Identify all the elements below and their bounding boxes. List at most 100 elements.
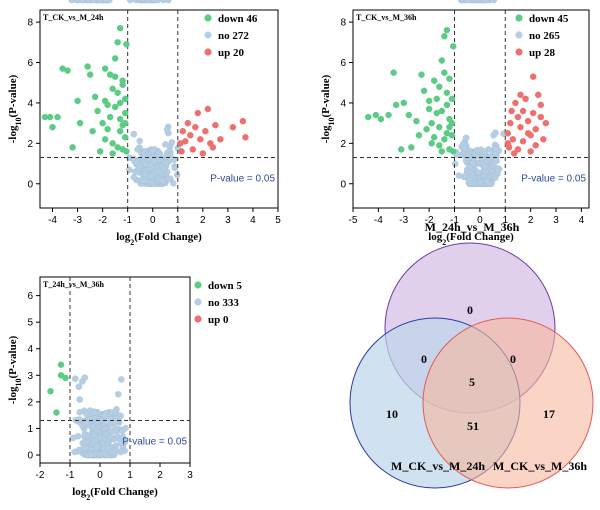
down-point: [430, 77, 438, 84]
no-point: [168, 139, 176, 146]
down-point: [438, 57, 446, 64]
legend-marker-up: [204, 48, 212, 56]
down-point: [441, 69, 448, 76]
up-point: [510, 150, 518, 157]
no-point: [76, 416, 83, 423]
y-axis-label: -log10(P-value): [7, 335, 23, 404]
no-point: [159, 177, 167, 185]
up-point: [189, 146, 197, 153]
up-point: [509, 136, 517, 143]
x-tick-label: -4: [48, 215, 57, 226]
down-point: [116, 99, 124, 107]
no-point: [76, 409, 84, 416]
x-tick-label: -3: [399, 215, 408, 226]
y-tick-label: 4: [27, 98, 33, 109]
no-point: [75, 383, 83, 391]
up-point: [529, 109, 537, 117]
no-point: [93, 427, 101, 434]
x-tick-label: -2: [425, 215, 434, 226]
down-point: [96, 148, 104, 155]
down-point: [436, 123, 443, 131]
up-point: [504, 129, 512, 137]
down-point: [441, 33, 448, 40]
y-tick-label: 6: [340, 58, 346, 69]
y-tick-label: 0: [27, 451, 33, 462]
down-point: [106, 71, 114, 78]
plot-frame: [39, 9, 279, 209]
down-point: [420, 87, 428, 95]
no-point: [476, 179, 484, 187]
no-point: [106, 0, 113, 4]
down-point: [116, 115, 124, 123]
no-point: [101, 413, 109, 420]
no-point: [481, 162, 489, 170]
down-point: [397, 146, 405, 153]
y-tick-label: 0: [27, 179, 33, 190]
down-point: [443, 26, 451, 34]
no-point: [72, 375, 79, 382]
x-tick-label: 0: [97, 470, 103, 481]
venn-count-bc: 51: [467, 419, 479, 433]
legend-label-no: no 272: [218, 30, 249, 42]
x-axis-label: log2(Fold Change): [72, 486, 158, 502]
no-point: [76, 396, 83, 403]
venn-count-c-only: 17: [543, 407, 555, 421]
y-tick-label: 4: [27, 344, 33, 355]
x-tick-label: -1: [123, 215, 132, 226]
no-point: [76, 446, 83, 454]
up-point: [187, 132, 194, 139]
down-point: [413, 117, 420, 125]
no-point: [490, 0, 498, 4]
down-point: [121, 119, 129, 127]
down-point: [364, 113, 372, 121]
down-point: [84, 63, 91, 70]
down-point: [49, 123, 56, 131]
no-point: [494, 165, 501, 173]
up-point: [508, 107, 515, 115]
up-point: [212, 121, 219, 129]
no-point: [134, 146, 141, 153]
down-point: [123, 148, 130, 155]
y-tick-label: 4: [340, 98, 346, 109]
y-tick-label: 2: [27, 397, 33, 408]
down-point: [89, 127, 96, 135]
legend-label-no: no 265: [529, 30, 560, 42]
no-point: [142, 176, 149, 184]
legend-marker-down: [515, 14, 523, 22]
up-point: [204, 105, 212, 113]
down-point: [101, 65, 109, 72]
legend-label-up: up 0: [208, 314, 229, 326]
no-point: [136, 162, 144, 169]
volcano-plot-t-24h-vs-m-36h: -2 -1 0 1 2 3 0 1 2 3 4 5 6 log2(Fold Change) -log10(P…: [7, 0, 242, 502]
no-point: [493, 157, 500, 165]
no-point: [126, 0, 134, 4]
down-point: [54, 113, 61, 121]
down-point: [74, 97, 81, 105]
panel-title: T_24h_vs_M_36h: [43, 280, 104, 289]
down-point: [438, 148, 446, 155]
legend-marker-down: [204, 14, 212, 22]
no-point: [101, 450, 108, 457]
no-point: [459, 0, 466, 4]
down-point: [57, 361, 65, 368]
down-point: [114, 89, 121, 97]
down-point: [69, 144, 76, 151]
plot-frame: [352, 9, 590, 209]
up-point: [524, 129, 532, 137]
up-point: [202, 127, 209, 135]
up-point: [537, 113, 545, 121]
no-point: [156, 156, 164, 163]
down-point: [400, 99, 408, 107]
down-point: [91, 93, 99, 101]
down-point: [423, 125, 430, 133]
down-point: [441, 136, 448, 143]
no-point: [112, 426, 119, 433]
venn-set-label-c: M_CK_vs_M_36h: [493, 459, 587, 473]
up-point: [512, 99, 519, 107]
no-point: [113, 432, 121, 439]
up-point: [519, 107, 527, 115]
down-point: [109, 150, 116, 157]
no-point: [163, 126, 171, 133]
no-point: [482, 168, 490, 175]
down-point: [428, 119, 435, 127]
